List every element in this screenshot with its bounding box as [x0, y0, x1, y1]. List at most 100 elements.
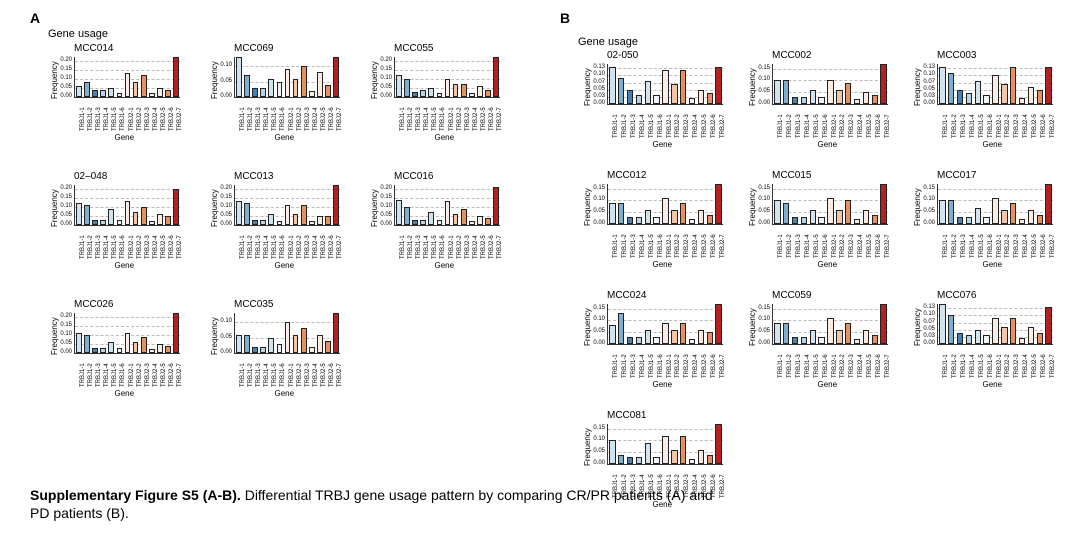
chart-A-MCC014: MCC014Frequency0.000.050.100.150.20TRBJ1… [52, 45, 192, 150]
x-tick: TRBJ2-4 [693, 354, 699, 378]
bar-TRBJ1-4 [260, 347, 266, 353]
x-tick: TRBJ1-4 [640, 474, 646, 498]
y-tick: 0.15 [913, 185, 935, 191]
x-tick: TRBJ2-7 [177, 363, 183, 387]
x-tick: TRBJ1-2 [248, 235, 254, 259]
bar-TRBJ1-5 [975, 330, 981, 344]
y-tick: 0.05 [913, 86, 935, 92]
x-tick: TRBJ2-3 [305, 363, 311, 387]
bar-TRBJ2-5 [317, 72, 323, 97]
bar-TRBJ1-3 [627, 90, 633, 104]
bar-TRBJ2-7 [715, 67, 721, 104]
x-tick: TRBJ2-5 [702, 234, 708, 258]
bar-TRBJ2-3 [845, 83, 851, 104]
x-tick: TRBJ1-4 [424, 107, 430, 131]
bar-TRBJ1-6 [653, 95, 659, 104]
chart-title: MCC003 [937, 50, 976, 61]
bar-TRBJ2-3 [461, 209, 467, 225]
x-tick: TRBJ2-2 [297, 363, 303, 387]
bar-TRBJ1-5 [645, 443, 651, 464]
x-tick: TRBJ1-1 [778, 354, 784, 378]
x-tick: TRBJ1-6 [988, 114, 994, 138]
bar-TRBJ1-6 [983, 217, 989, 224]
x-tick: TRBJ2-1 [667, 354, 673, 378]
bar-TRBJ1-1 [609, 440, 615, 464]
chart-B-MCC024: MCC024Frequency0.000.050.100.15TRBJ1-1TR… [585, 292, 735, 392]
bar-TRBJ2-3 [141, 207, 147, 225]
chart-title: MCC076 [937, 290, 976, 301]
y-tick: 0.00 [210, 349, 232, 355]
bar-TRBJ2-3 [141, 75, 147, 97]
x-tick: TRBJ1-1 [943, 234, 949, 258]
y-tick: 0.15 [50, 66, 72, 72]
y-tick: 0.05 [583, 448, 605, 454]
bar-TRBJ1-1 [76, 203, 82, 225]
bar-TRBJ1-3 [627, 217, 633, 224]
grid-line [938, 68, 1053, 69]
bar-TRBJ1-5 [268, 214, 274, 225]
bar-TRBJ1-2 [84, 82, 90, 97]
bar-TRBJ2-2 [133, 82, 139, 97]
x-tick: TRBJ2-5 [481, 107, 487, 131]
bar-TRBJ1-6 [818, 217, 824, 224]
x-tick: TRBJ1-2 [408, 107, 414, 131]
bar-TRBJ2-1 [125, 73, 131, 97]
x-tick: TRBJ2-7 [1050, 114, 1056, 138]
bar-TRBJ1-3 [957, 217, 963, 224]
bar-TRBJ1-2 [404, 207, 410, 225]
bar-TRBJ2-7 [715, 184, 721, 224]
bar-TRBJ1-1 [76, 333, 82, 353]
bar-TRBJ1-2 [84, 335, 90, 353]
chart-A-MCC035: MCC035Frequency0.000.050.10TRBJ1-1TRBJ1-… [212, 301, 352, 406]
chart-B-02-050: 02-050Frequency0.000.030.050.070.100.13T… [585, 52, 735, 152]
y-tick: 0.05 [50, 212, 72, 218]
x-tick: TRBJ2-7 [177, 235, 183, 259]
bar-TRBJ2-7 [333, 185, 339, 225]
group-label-b: Gene usage [578, 36, 638, 48]
x-tick: TRBJ2-3 [465, 235, 471, 259]
y-tick: 0.15 [748, 185, 770, 191]
x-tick: TRBJ2-1 [129, 235, 135, 259]
x-axis-title: Gene [818, 380, 838, 389]
x-tick: TRBJ1-2 [88, 107, 94, 131]
x-tick: TRBJ2-6 [1041, 354, 1047, 378]
bar-TRBJ1-6 [117, 93, 123, 97]
x-tick: TRBJ2-4 [858, 354, 864, 378]
y-tick: 0.20 [50, 57, 72, 63]
bar-TRBJ2-4 [1019, 219, 1025, 224]
bar-TRBJ1-2 [618, 313, 624, 344]
x-tick: TRBJ1-6 [988, 354, 994, 378]
y-tick: 0.05 [210, 212, 232, 218]
chart-title: MCC016 [394, 171, 433, 182]
x-tick: TRBJ2-6 [876, 354, 882, 378]
x-tick: TRBJ1-3 [631, 474, 637, 498]
bar-TRBJ2-1 [662, 436, 668, 464]
bar-TRBJ2-1 [285, 69, 291, 97]
y-tick: 0.15 [748, 305, 770, 311]
x-tick: TRBJ2-2 [840, 114, 846, 138]
bar-TRBJ1-2 [244, 335, 250, 353]
plot-area [937, 64, 1053, 105]
x-tick: TRBJ2-7 [497, 235, 503, 259]
plot-area [74, 57, 180, 98]
x-tick: TRBJ1-4 [264, 363, 270, 387]
y-tick: 0.10 [583, 71, 605, 77]
bar-TRBJ2-3 [461, 84, 467, 97]
x-tick: TRBJ2-2 [675, 234, 681, 258]
bar-TRBJ1-5 [810, 210, 816, 224]
bar-TRBJ2-6 [1037, 90, 1043, 104]
bar-TRBJ2-5 [863, 210, 869, 224]
y-tick: 0.00 [913, 100, 935, 106]
x-tick: TRBJ2-4 [153, 363, 159, 387]
y-tick: 0.05 [913, 208, 935, 214]
y-tick: 0.05 [50, 84, 72, 90]
bar-TRBJ2-4 [854, 339, 860, 344]
x-tick: TRBJ2-6 [711, 234, 717, 258]
x-tick: TRBJ2-1 [129, 107, 135, 131]
x-tick: TRBJ1-5 [112, 235, 118, 259]
x-tick: TRBJ1-4 [640, 234, 646, 258]
x-tick: TRBJ2-7 [885, 354, 891, 378]
group-label-a: Gene usage [48, 28, 108, 40]
x-tick: TRBJ2-5 [481, 235, 487, 259]
x-tick: TRBJ2-7 [497, 107, 503, 131]
